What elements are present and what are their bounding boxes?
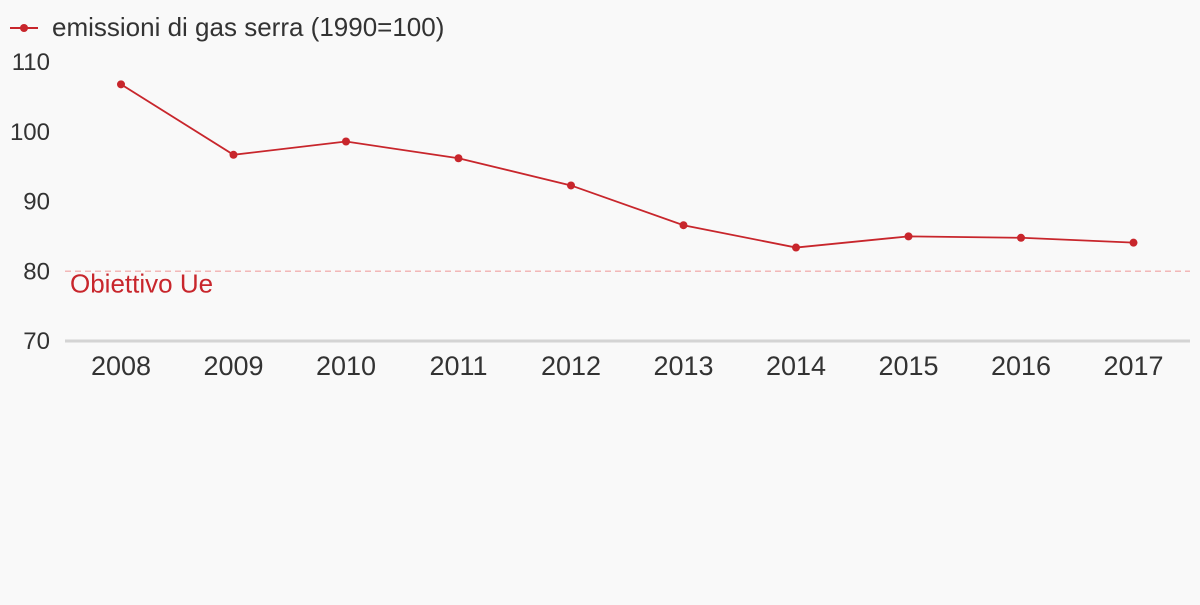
y-tick-label: 100 [10,119,50,146]
y-axis-ticks: 110 100 90 80 70 [10,49,50,355]
x-tick-label: 2012 [541,351,601,381]
x-tick-label: 2010 [316,351,376,381]
y-tick-label: 90 [23,189,50,216]
legend: emissioni di gas serra (1990=100) [10,12,444,42]
data-point [1129,238,1138,247]
x-tick-label: 2017 [1103,351,1163,381]
y-tick-label: 70 [23,328,50,355]
data-point [342,137,350,146]
x-tick-label: 2016 [991,351,1051,381]
reference-label: Obiettivo Ue [70,268,213,298]
y-tick-label: 110 [12,49,50,76]
x-tick-label: 2013 [653,351,713,381]
x-tick-label: 2008 [91,351,151,381]
x-tick-label: 2015 [878,351,938,381]
series-group [117,80,1138,252]
y-tick-label: 80 [23,258,50,285]
legend-dot-marker [20,24,28,32]
series-points [117,80,1138,252]
data-point [792,243,800,252]
data-point [904,232,913,241]
data-point [567,181,575,190]
legend-label: emissioni di gas serra (1990=100) [52,12,444,42]
data-point [454,154,463,163]
x-tick-label: 2011 [429,351,487,381]
data-point [1017,233,1025,242]
x-tick-label: 2014 [766,351,826,381]
data-point [229,150,238,159]
data-point [679,221,688,230]
series-line [120,83,1134,249]
data-point [117,80,125,89]
x-axis-ticks: 2008 2009 2010 2011 2012 2013 2014 2015 2016 2017 [91,351,1164,381]
reference-group: Obiettivo Ue [65,268,1190,298]
x-tick-label: 2009 [203,351,263,381]
